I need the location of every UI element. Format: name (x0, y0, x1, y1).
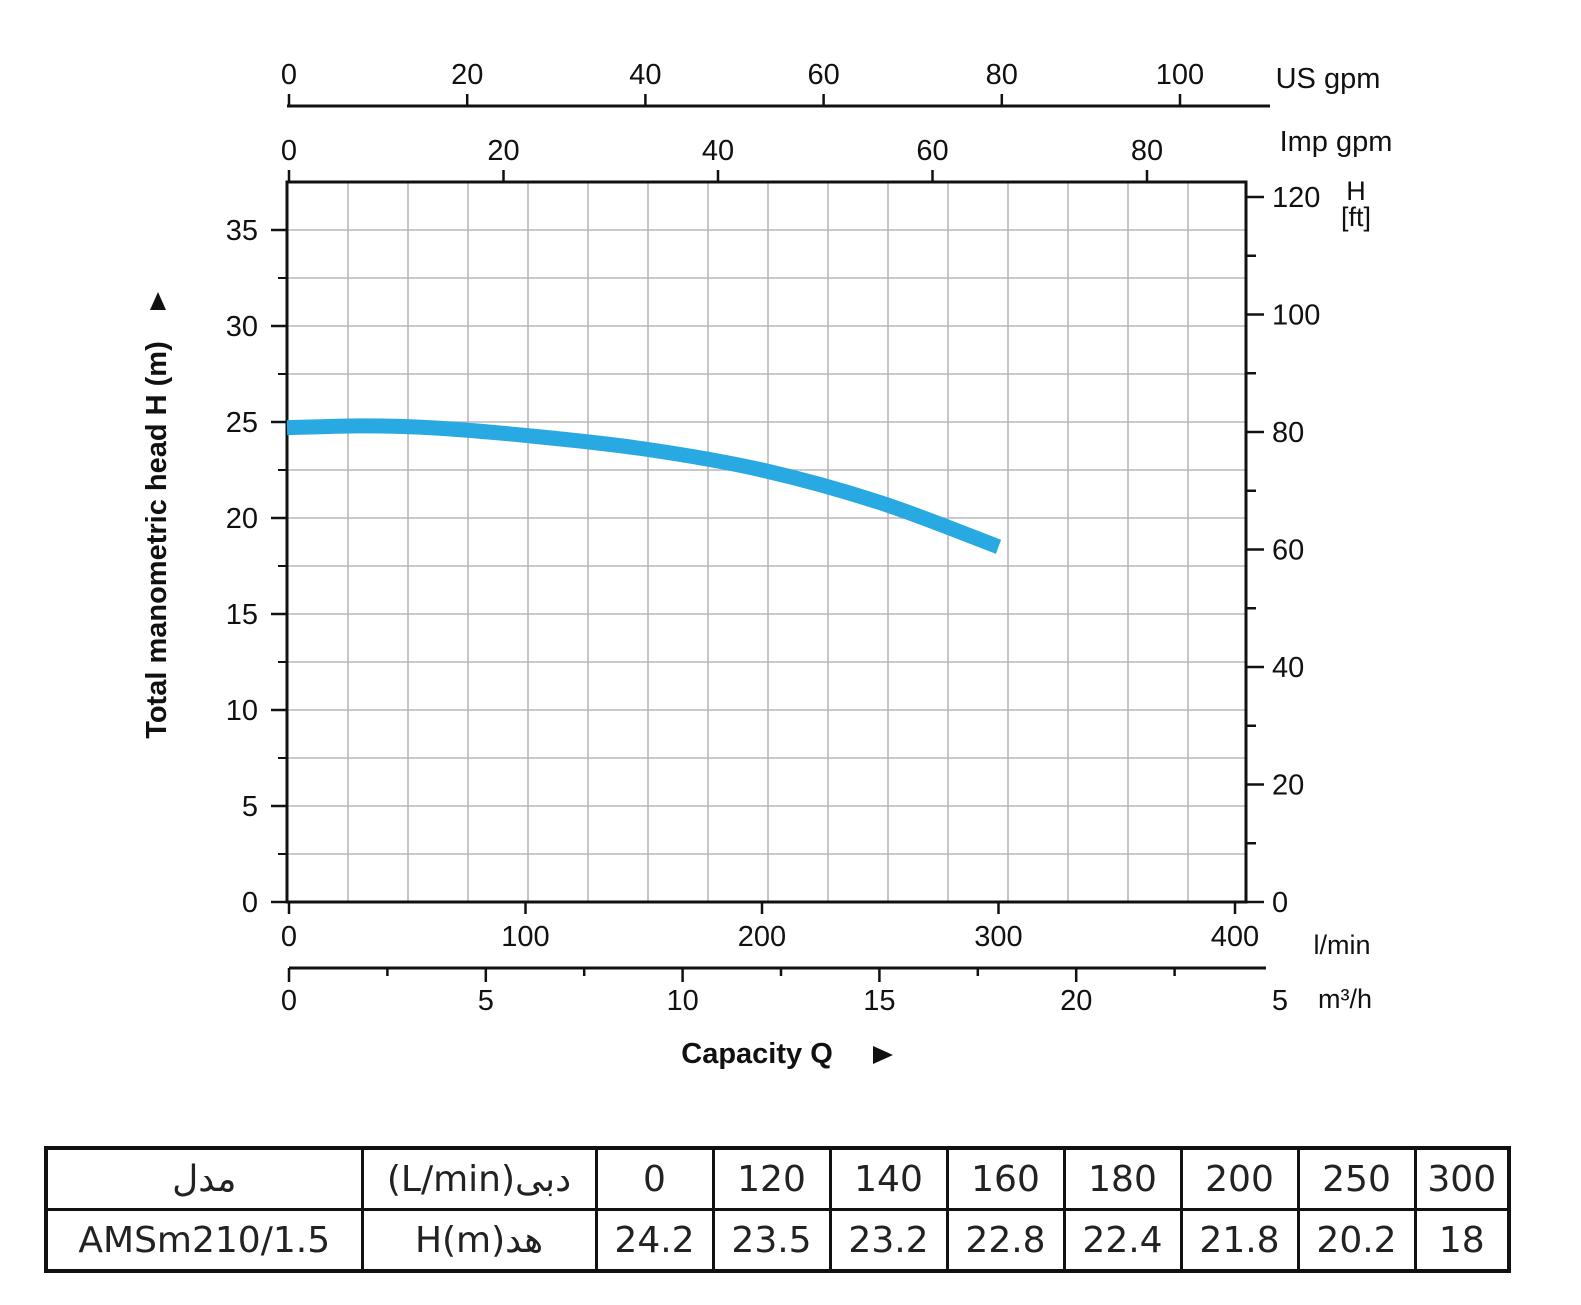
table-row-head: AMSm210/1.5 H(m)هد 24.2 23.5 23.2 22.8 2… (44, 1208, 1511, 1273)
plot-frame (285, 180, 1248, 904)
table-row-flow: مدل (L/min)دبی 0 120 140 160 180 200 250… (44, 1146, 1511, 1211)
us-gpm-axis-tick-label: 0 (281, 59, 297, 91)
right-axis-tick-label: 60 (1272, 535, 1304, 567)
right-axis-tick-label: 0 (1272, 887, 1288, 919)
flow-cell: 180 (1062, 1146, 1183, 1211)
right-axis-tick-label: 80 (1272, 417, 1304, 449)
model-name-cell: AMSm210/1.5 (44, 1208, 364, 1273)
flow-cell: 120 (711, 1146, 832, 1211)
left-axis-tick-label: 0 (242, 887, 258, 919)
right-axis-tick-label: 20 (1272, 770, 1304, 802)
us-gpm-axis-tick-label: 20 (451, 59, 483, 91)
performance-table: مدل (L/min)دبی 0 120 140 160 180 200 250… (44, 1146, 1511, 1273)
right-axis-tick-label: 120 (1272, 182, 1320, 214)
head-cell: 18 (1413, 1208, 1511, 1273)
imp-gpm-axis-unit: Imp gpm (1280, 126, 1393, 158)
head-cell: 22.4 (1062, 1208, 1183, 1273)
right-axis-tick-label: 100 (1272, 300, 1320, 332)
left-axis-tick-label: 25 (226, 407, 258, 439)
us-gpm-axis-tick-label: 80 (986, 59, 1018, 91)
left-axis-tick-label: 35 (226, 215, 258, 247)
chart-axes (271, 94, 1270, 982)
head-cell: 22.8 (945, 1208, 1066, 1273)
m3h-axis-tick-label: 0 (281, 985, 297, 1017)
lmin-axis-tick-label: 200 (738, 921, 786, 953)
right-axis-unit-bottom: [ft] (1341, 202, 1371, 232)
m3h-axis-tick-label: 20 (1060, 985, 1092, 1017)
imp-gpm-axis-tick-label: 80 (1131, 135, 1163, 167)
right-axis-tick-label: 40 (1272, 652, 1304, 684)
chart-curve (286, 418, 1002, 554)
head-cell: 24.2 (594, 1208, 715, 1273)
lmin-axis-tick-label: 0 (281, 921, 297, 953)
head-cell: 23.5 (711, 1208, 832, 1273)
flow-cell: 300 (1413, 1146, 1511, 1211)
m3h-axis-unit: m³/h (1318, 984, 1372, 1014)
lmin-axis-unit: l/min (1313, 930, 1370, 960)
flow-header-cell: (L/min)دبی (360, 1146, 598, 1211)
left-axis-tick-label: 5 (242, 791, 258, 823)
chart-gridlines (287, 182, 1246, 902)
imp-gpm-axis-tick-label: 20 (487, 135, 519, 167)
right-axis-unit-top: H (1346, 176, 1366, 206)
left-axis-tick-label: 30 (226, 311, 258, 343)
x-axis-title: Capacity Q (681, 1038, 833, 1070)
m3h-axis-tick-label: 5 (1272, 985, 1288, 1017)
pump-curve-series-line (286, 418, 1002, 554)
flow-cell: 0 (594, 1146, 715, 1211)
m3h-axis-tick-label: 5 (478, 985, 494, 1017)
x-axis-arrow-icon (873, 1046, 893, 1064)
head-cell: 20.2 (1296, 1208, 1417, 1273)
flow-cell: 200 (1179, 1146, 1300, 1211)
head-cell: 21.8 (1179, 1208, 1300, 1273)
left-axis-tick-label: 10 (226, 695, 258, 727)
imp-gpm-axis-tick-label: 0 (281, 135, 297, 167)
head-cell: 23.2 (828, 1208, 949, 1273)
us-gpm-axis-unit: US gpm (1276, 63, 1381, 95)
us-gpm-axis-tick-label: 60 (807, 59, 839, 91)
us-gpm-axis-tick-label: 100 (1156, 59, 1204, 91)
flow-cell: 140 (828, 1146, 949, 1211)
m3h-axis-tick-label: 10 (666, 985, 698, 1017)
y-axis-arrow-icon (150, 292, 166, 310)
lmin-axis-tick-label: 300 (974, 921, 1022, 953)
flow-cell: 250 (1296, 1146, 1417, 1211)
left-axis-tick-label: 15 (226, 599, 258, 631)
left-axis-tick-label: 20 (226, 503, 258, 535)
lmin-axis-tick-label: 400 (1211, 921, 1259, 953)
us-gpm-axis-tick-label: 40 (629, 59, 661, 91)
m3h-axis-tick-label: 15 (863, 985, 895, 1017)
lmin-axis-tick-label: 100 (501, 921, 549, 953)
head-header-cell: H(m)هد (360, 1208, 598, 1273)
imp-gpm-axis-tick-label: 40 (702, 135, 734, 167)
imp-gpm-axis-tick-label: 60 (916, 135, 948, 167)
flow-cell: 160 (945, 1146, 1066, 1211)
y-axis-title: Total manometric head H (m) (141, 341, 173, 738)
model-header-cell: مدل (44, 1146, 364, 1211)
